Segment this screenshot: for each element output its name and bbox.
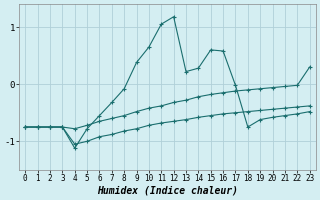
- X-axis label: Humidex (Indice chaleur): Humidex (Indice chaleur): [97, 186, 238, 196]
